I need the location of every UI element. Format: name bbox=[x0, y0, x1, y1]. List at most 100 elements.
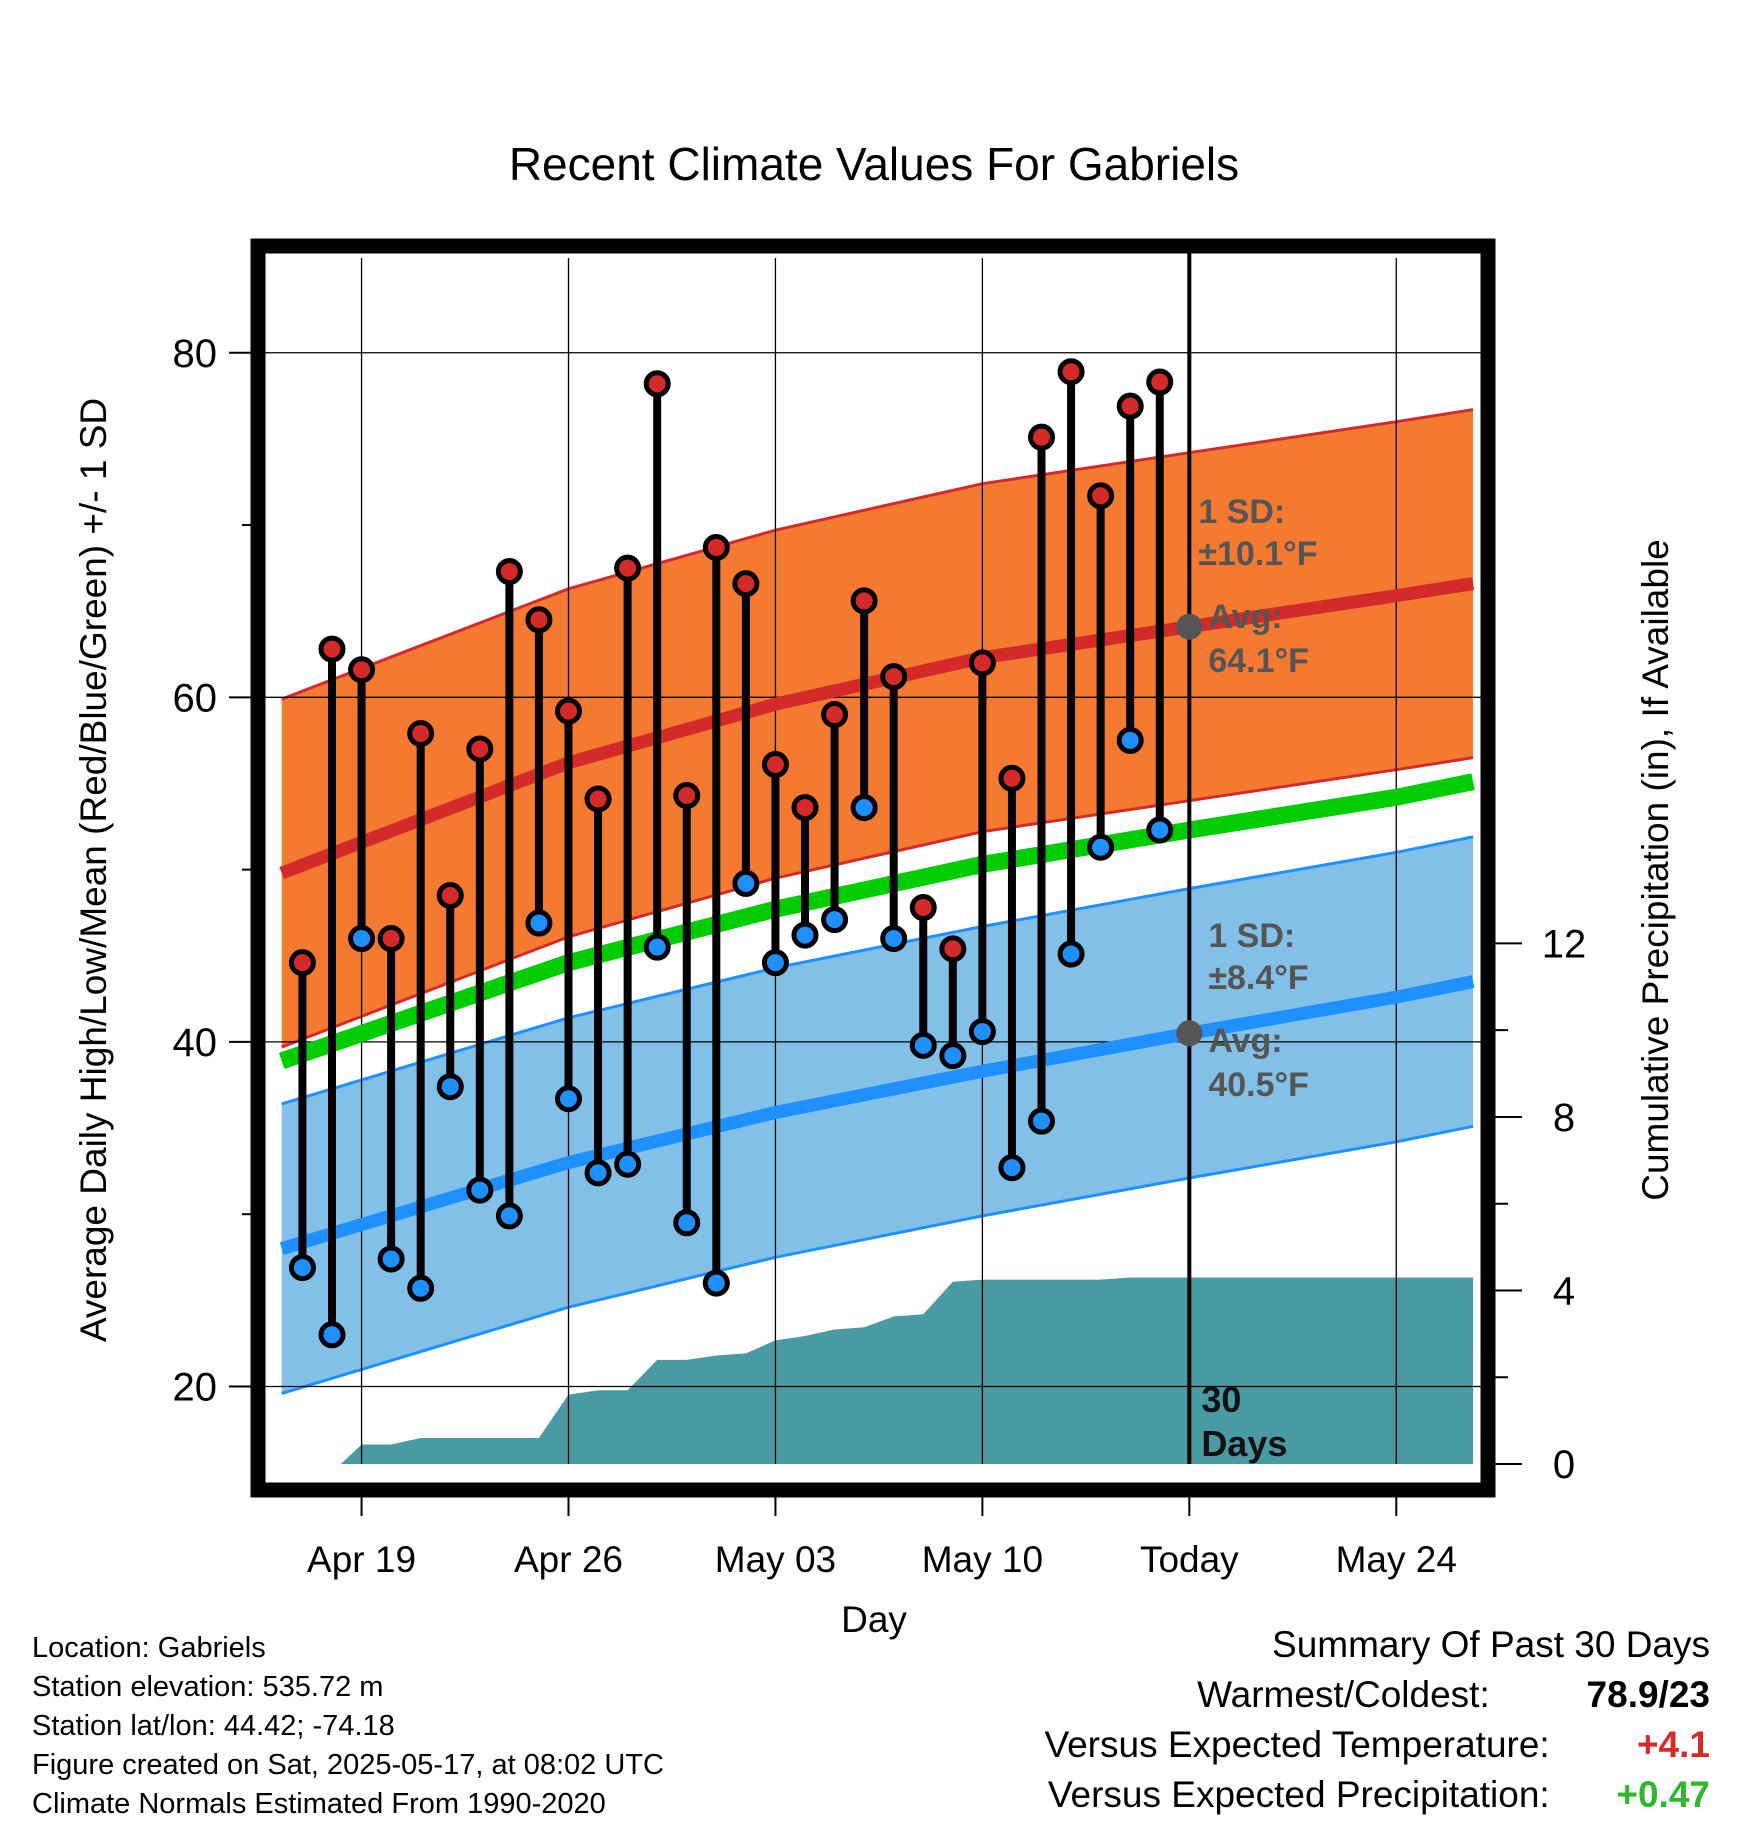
daily-low-point bbox=[939, 1042, 967, 1070]
daily-low-point bbox=[643, 933, 671, 961]
daily-high-point bbox=[1116, 392, 1144, 420]
summary-precip-label: Versus Expected Precipitation: bbox=[1047, 1774, 1550, 1815]
daily-low-point bbox=[791, 921, 819, 949]
daily-low-point bbox=[673, 1209, 701, 1237]
x-tick-label: May 03 bbox=[715, 1539, 836, 1580]
summary-temp-row: Versus Expected Temperature: +4.1 bbox=[1044, 1726, 1710, 1763]
daily-low-point bbox=[909, 1031, 937, 1059]
daily-high-point bbox=[348, 656, 376, 684]
low-normal-line bbox=[279, 975, 1475, 1255]
daily-low-point bbox=[968, 1018, 996, 1046]
x-tick-label: Apr 19 bbox=[307, 1539, 416, 1580]
daily-low-point bbox=[732, 869, 760, 897]
high-avg-label: Avg: bbox=[1208, 598, 1282, 636]
summary-precip-value: +0.47 bbox=[1616, 1774, 1710, 1815]
daily-high-point bbox=[614, 554, 642, 582]
y-right-tick-label: 8 bbox=[1553, 1096, 1575, 1140]
low-avg-label: Avg: bbox=[1208, 1022, 1282, 1060]
y-right-tick-label: 4 bbox=[1553, 1269, 1575, 1313]
footer-latlon: Station lat/lon: 44.42; -74.18 bbox=[32, 1710, 395, 1742]
y-left-tick-label: 60 bbox=[173, 676, 218, 720]
daily-low-point bbox=[998, 1154, 1026, 1182]
chart-title: Recent Climate Values For Gabriels bbox=[509, 138, 1239, 190]
summary-warmest-value: 78.9/23 bbox=[1586, 1674, 1710, 1715]
low-sd-band bbox=[281, 836, 1474, 1394]
daily-low-point bbox=[377, 1245, 405, 1273]
summary-temp-label: Versus Expected Temperature: bbox=[1044, 1724, 1550, 1765]
daily-high-point bbox=[732, 570, 760, 598]
daily-low-point bbox=[1087, 833, 1115, 861]
daily-low-point bbox=[702, 1269, 730, 1297]
daily-high-point bbox=[761, 751, 789, 779]
y-axis-left-label: Average Daily High/Low/Mean (Red/Blue/Gr… bbox=[73, 398, 114, 1342]
daily-low-point bbox=[584, 1159, 612, 1187]
summary-precip-row: Versus Expected Precipitation: +0.47 bbox=[1048, 1776, 1710, 1813]
footer-location: Location: Gabriels bbox=[32, 1632, 266, 1664]
y-left-tick-label: 40 bbox=[173, 1021, 218, 1065]
daily-high-point bbox=[377, 925, 405, 953]
daily-high-point bbox=[525, 606, 553, 634]
daily-low-point bbox=[880, 925, 908, 953]
daily-high-point bbox=[909, 894, 937, 922]
daily-low-point bbox=[761, 949, 789, 977]
x-axis-label: Day bbox=[841, 1599, 907, 1640]
daily-low-point bbox=[288, 1254, 316, 1282]
low-avg-marker bbox=[1176, 1020, 1203, 1047]
footer-elevation: Station elevation: 535.72 m bbox=[32, 1671, 384, 1703]
y-left-tick-label: 80 bbox=[173, 332, 218, 376]
daily-high-point bbox=[436, 881, 464, 909]
daily-high-point bbox=[466, 735, 494, 763]
y-axis-right-label: Cumulative Precipitation (in), If Availa… bbox=[1635, 539, 1676, 1201]
x-tick-label: Apr 26 bbox=[514, 1539, 623, 1580]
daily-high-point bbox=[821, 701, 849, 729]
daily-low-point bbox=[614, 1150, 642, 1178]
daily-low-point bbox=[348, 925, 376, 953]
high-avg-marker bbox=[1176, 613, 1203, 640]
high-sd-label: 1 SD: bbox=[1198, 493, 1285, 531]
daily-high-point bbox=[1146, 368, 1174, 396]
plot-frame bbox=[250, 238, 1496, 1498]
daily-high-point bbox=[850, 587, 878, 615]
high-avg-value: 64.1°F bbox=[1208, 642, 1309, 680]
x-tick-label: Today bbox=[1140, 1539, 1239, 1580]
summary-warmest-row: Warmest/Coldest: 78.9/23 bbox=[1197, 1676, 1710, 1713]
daily-high-point bbox=[791, 794, 819, 822]
daily-high-point bbox=[407, 720, 435, 748]
today-days-label: 30 bbox=[1201, 1379, 1241, 1420]
footer-created: Figure created on Sat, 2025-05-17, at 08… bbox=[32, 1749, 664, 1781]
x-tick-label: May 10 bbox=[922, 1539, 1043, 1580]
footer-normals: Climate Normals Estimated From 1990-2020 bbox=[32, 1788, 606, 1820]
daily-low-point bbox=[1116, 726, 1144, 754]
summary-warmest-label: Warmest/Coldest: bbox=[1197, 1674, 1490, 1715]
daily-high-point bbox=[702, 533, 730, 561]
daily-high-point bbox=[880, 663, 908, 691]
daily-high-point bbox=[1057, 358, 1085, 386]
daily-high-point bbox=[1087, 482, 1115, 510]
daily-high-point bbox=[643, 370, 671, 398]
summary-temp-value: +4.1 bbox=[1636, 1724, 1710, 1765]
daily-low-point bbox=[318, 1321, 346, 1349]
daily-low-point bbox=[850, 794, 878, 822]
precip-area bbox=[281, 1277, 1474, 1464]
daily-high-point bbox=[584, 785, 612, 813]
daily-low-point bbox=[555, 1085, 582, 1113]
daily-high-point bbox=[968, 649, 996, 677]
daily-high-point bbox=[673, 782, 701, 810]
summary-title: Summary Of Past 30 Days bbox=[1272, 1624, 1710, 1665]
daily-low-point bbox=[495, 1202, 523, 1230]
y-right-tick-label: 12 bbox=[1542, 922, 1587, 966]
daily-high-point bbox=[318, 635, 346, 663]
daily-low-point bbox=[436, 1073, 464, 1101]
low-sd-value: ±8.4°F bbox=[1208, 959, 1308, 997]
low-sd-label: 1 SD: bbox=[1208, 917, 1295, 955]
today-days-label: Days bbox=[1201, 1423, 1287, 1464]
high-sd-band bbox=[281, 409, 1474, 1048]
daily-low-point bbox=[1028, 1107, 1056, 1135]
daily-high-point bbox=[1028, 423, 1056, 451]
daily-low-point bbox=[525, 909, 553, 937]
daily-low-point bbox=[1146, 816, 1174, 844]
y-right-tick-label: 0 bbox=[1553, 1443, 1575, 1487]
daily-high-point bbox=[939, 935, 967, 963]
low-avg-value: 40.5°F bbox=[1208, 1066, 1309, 1104]
